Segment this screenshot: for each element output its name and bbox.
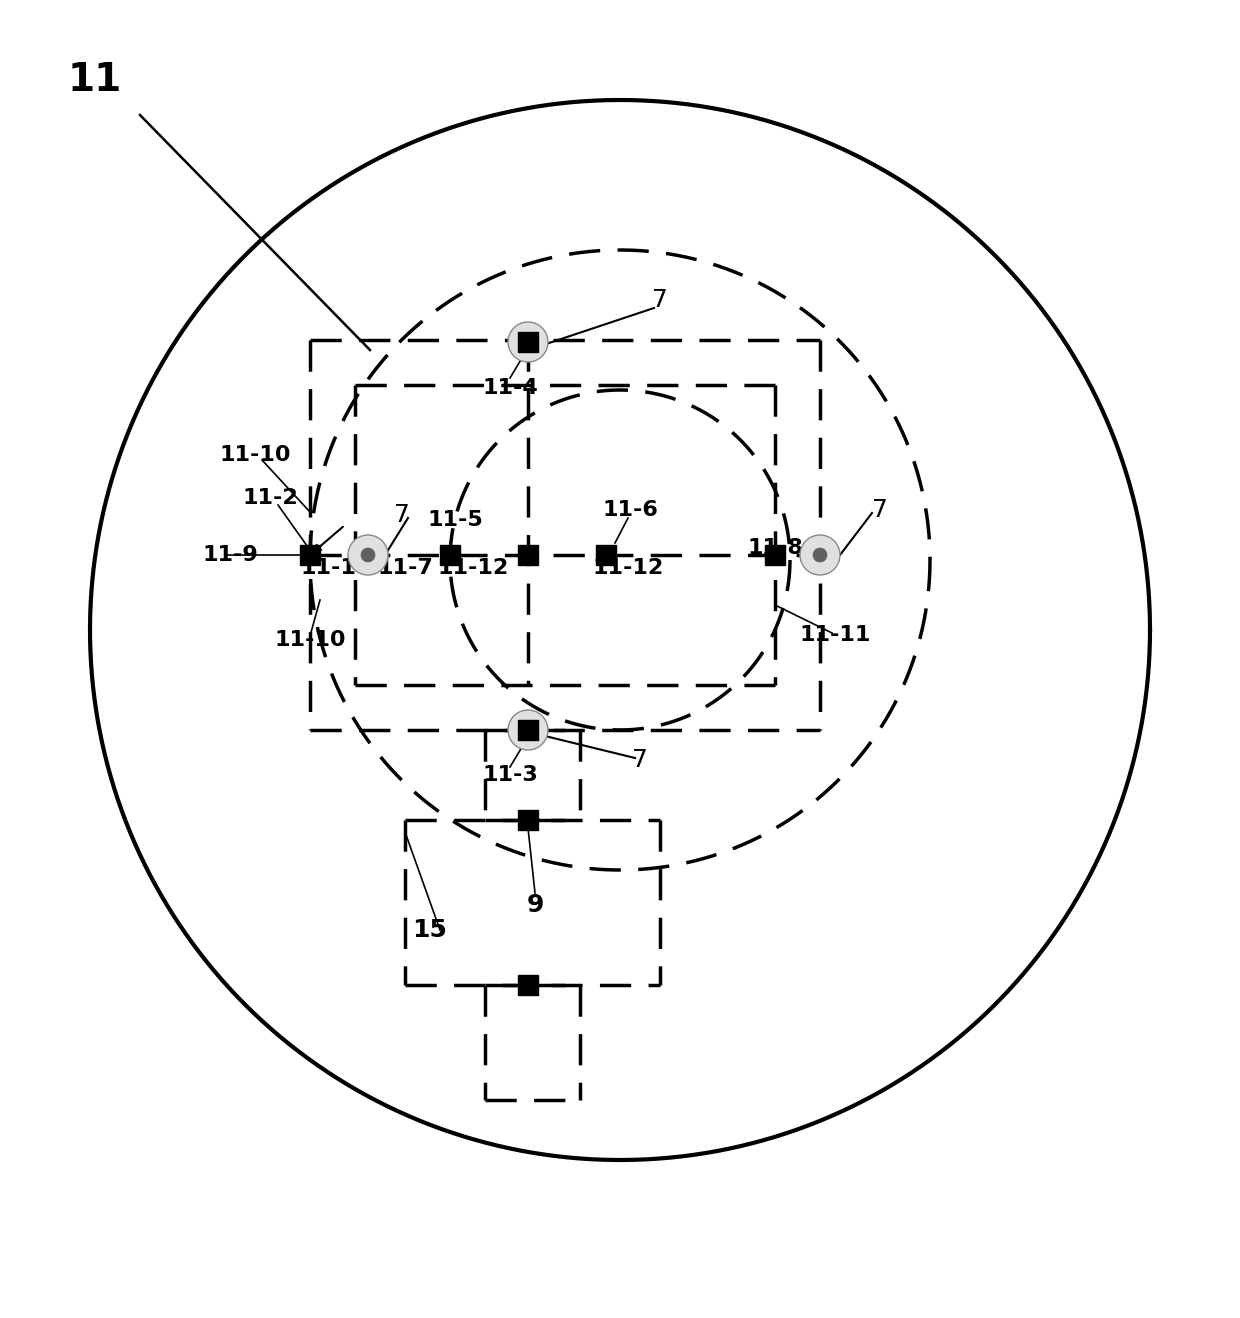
Text: 7: 7	[632, 749, 649, 772]
Text: 11-7: 11-7	[377, 558, 433, 579]
Bar	[765, 546, 785, 565]
Circle shape	[508, 322, 548, 362]
Bar	[518, 546, 538, 565]
Circle shape	[521, 335, 534, 349]
Bar	[300, 546, 320, 565]
Bar	[440, 546, 460, 565]
Text: 11-8: 11-8	[746, 538, 804, 558]
Circle shape	[800, 535, 839, 575]
Text: 11-12: 11-12	[438, 558, 508, 579]
Text: 11-9: 11-9	[202, 546, 258, 565]
Text: 7: 7	[394, 503, 410, 527]
Circle shape	[813, 548, 827, 561]
Bar	[518, 975, 538, 995]
Text: 15: 15	[413, 919, 448, 942]
Text: 11: 11	[68, 61, 122, 99]
Circle shape	[361, 548, 374, 561]
Circle shape	[521, 724, 534, 737]
Text: 11-5: 11-5	[427, 510, 482, 530]
Text: 9: 9	[526, 894, 543, 917]
Text: 11-12: 11-12	[593, 558, 663, 579]
Text: 11-3: 11-3	[482, 764, 538, 786]
Bar	[596, 546, 616, 565]
Text: 11-11: 11-11	[800, 625, 870, 645]
Bar	[518, 720, 538, 739]
Text: 11-1: 11-1	[300, 558, 356, 579]
Text: 11-6: 11-6	[603, 500, 658, 521]
Text: 7: 7	[652, 289, 668, 312]
Bar	[518, 811, 538, 830]
Text: 11-4: 11-4	[482, 378, 538, 398]
Circle shape	[508, 710, 548, 750]
Text: 11-10: 11-10	[219, 445, 290, 465]
Text: 7: 7	[872, 498, 888, 522]
Text: 11-2: 11-2	[242, 488, 298, 507]
Bar	[518, 332, 538, 352]
Circle shape	[348, 535, 388, 575]
Text: 11-10: 11-10	[274, 630, 346, 650]
